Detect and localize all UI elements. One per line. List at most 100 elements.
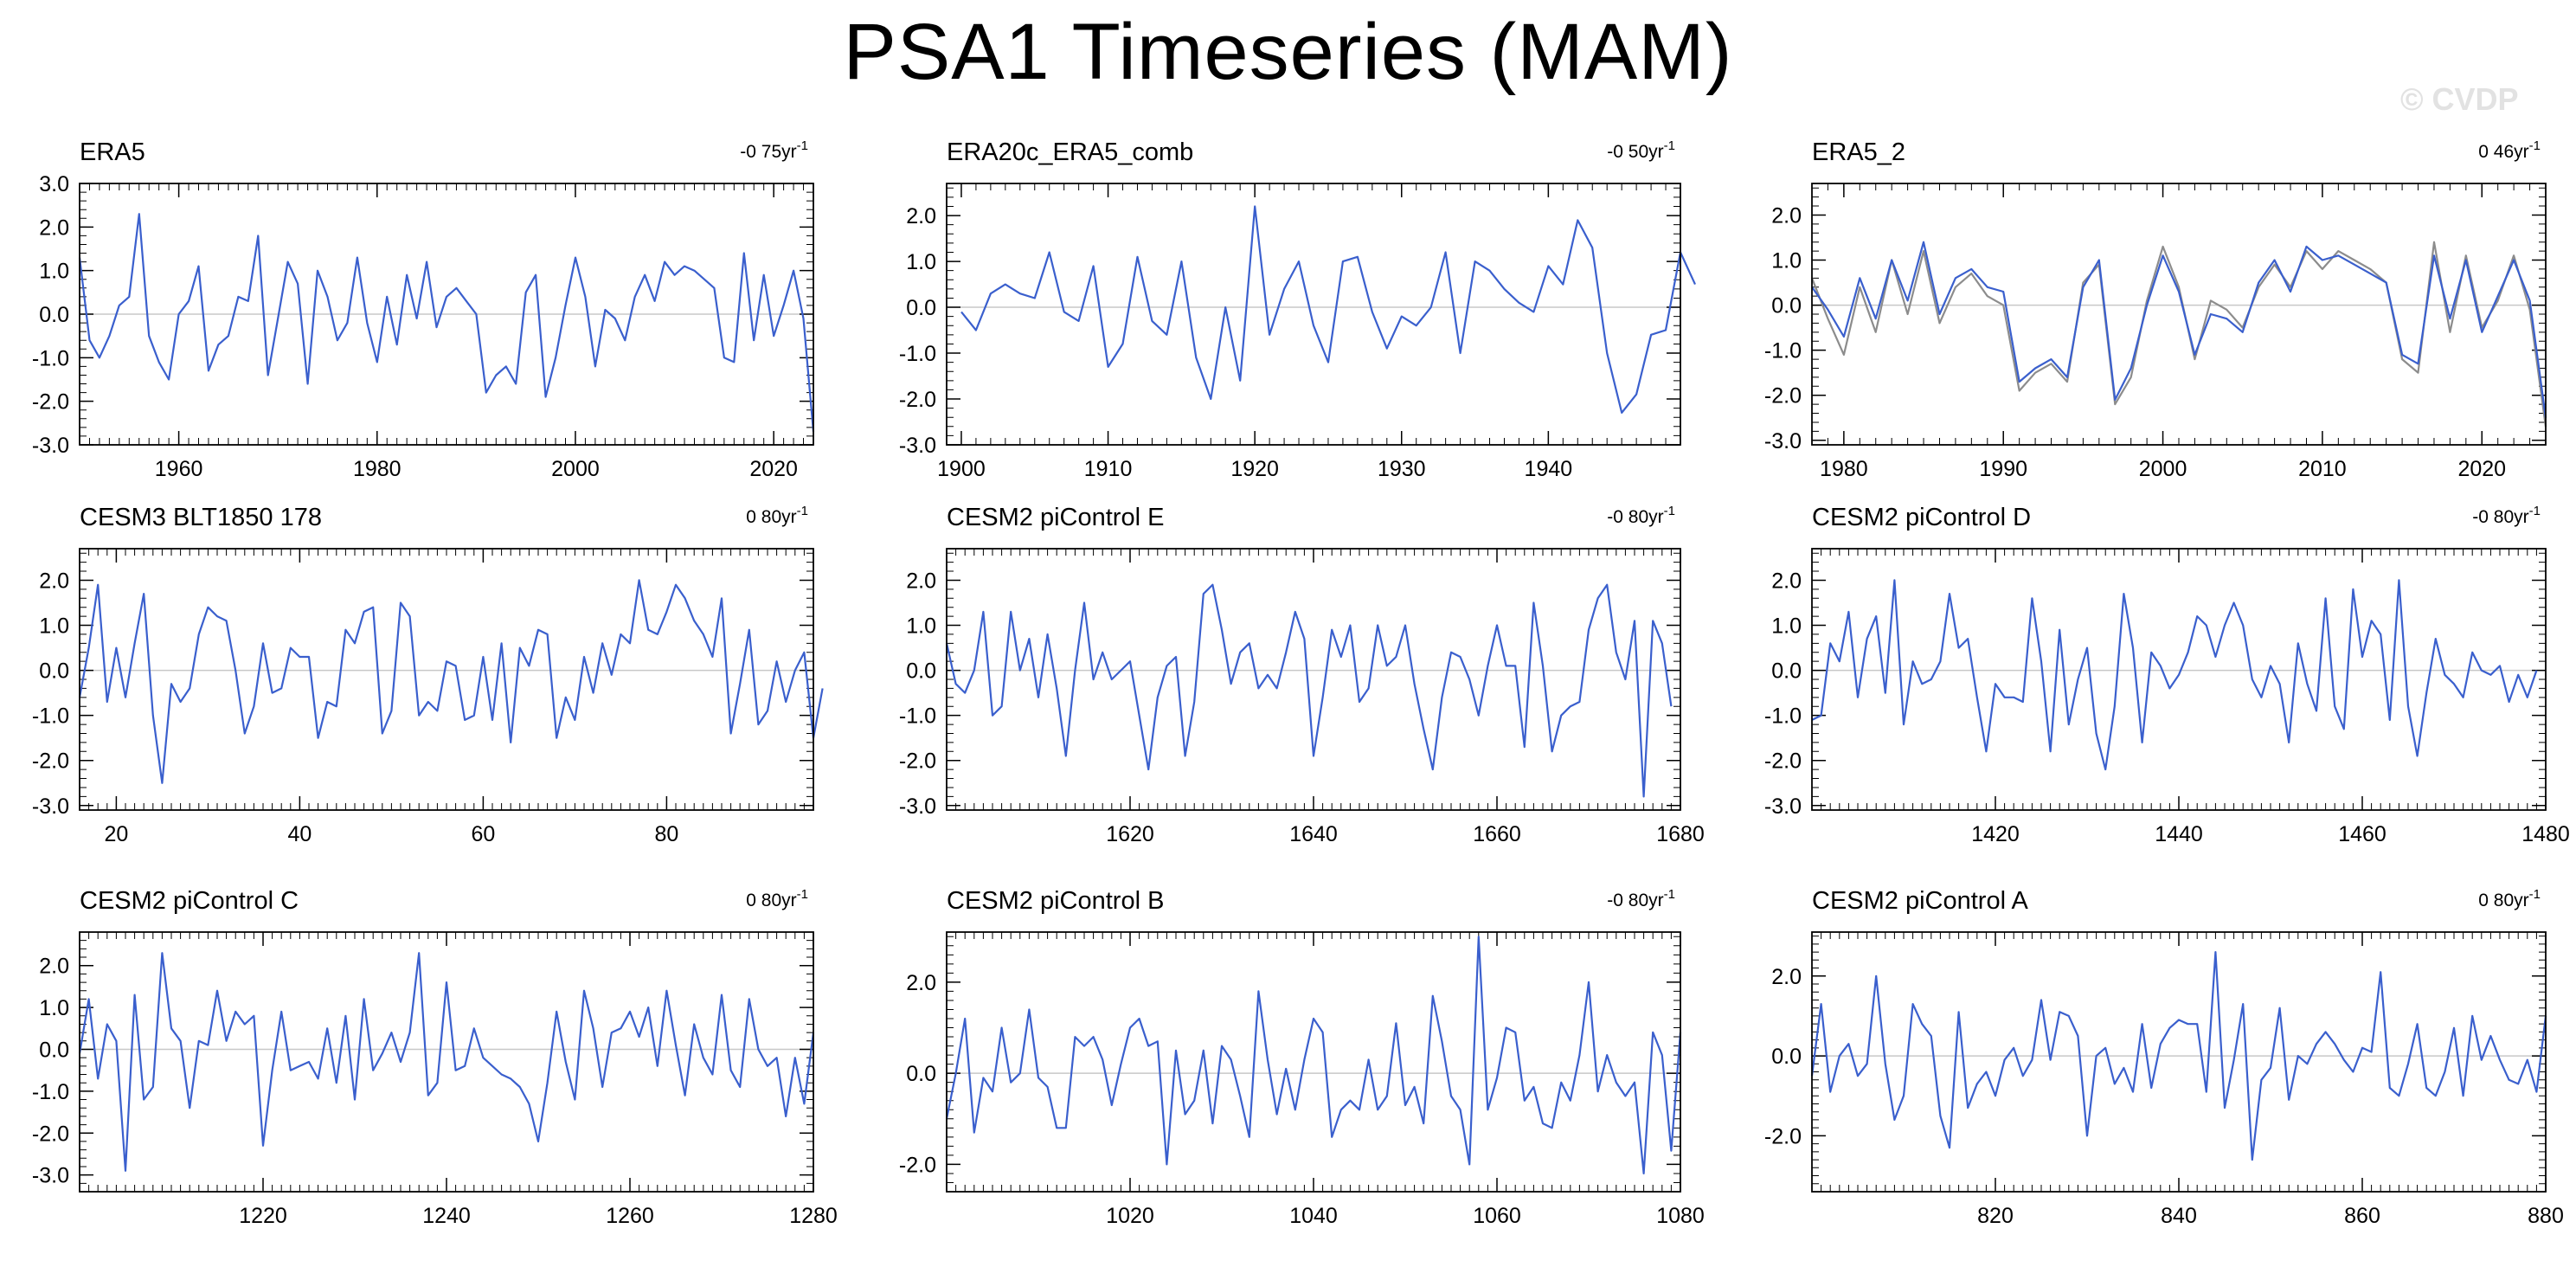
y-tick-label: 1.0 xyxy=(39,614,69,639)
x-tick-label: 1920 xyxy=(1230,457,1279,481)
chart-panel-5: CESM2 piControl E -0 80yr-1 1620 1640 1660 16… xyxy=(899,504,1705,846)
y-tick-label: 2.0 xyxy=(906,204,936,228)
trend-exponent: -1 xyxy=(1664,138,1675,153)
plot-frame xyxy=(1811,183,2547,446)
y-tick-label: 0.0 xyxy=(906,659,936,684)
y-tick-label: -2.0 xyxy=(1764,1124,1802,1148)
y-tick-label: 0.0 xyxy=(39,659,69,684)
plot-frame xyxy=(1811,931,2547,1193)
trend-label: -0 75yr-1 xyxy=(740,138,808,162)
y-tick-label: 2.0 xyxy=(39,569,69,593)
minor-ticks xyxy=(1811,549,2547,810)
major-ticks xyxy=(1812,183,2546,445)
x-tick-label: 860 xyxy=(2344,1204,2380,1228)
major-ticks xyxy=(80,549,813,810)
minor-ticks xyxy=(946,932,1681,1193)
x-tick-label: 1960 xyxy=(155,457,203,481)
trend-label: 0 80yr-1 xyxy=(746,887,808,910)
panel-title: ERA5_2 xyxy=(1812,138,1905,166)
trend-exponent: -1 xyxy=(2529,504,2541,518)
figure-title: PSA1 Timeseries (MAM) xyxy=(843,8,1733,96)
y-tick-label: 0.0 xyxy=(39,303,69,327)
major-ticks xyxy=(947,932,1681,1192)
y-tick-label: -2.0 xyxy=(899,749,936,774)
cvdp-watermark: © CVDP xyxy=(2400,81,2519,117)
panel-title: CESM2 piControl A xyxy=(1812,887,2028,915)
y-tick-label: -3.0 xyxy=(1764,794,1802,819)
x-tick-label: 1420 xyxy=(1971,822,2020,846)
trend-exponent: -1 xyxy=(1664,887,1675,902)
y-tick-label: 0.0 xyxy=(1771,1045,1802,1069)
series-line-1 xyxy=(1811,241,2547,418)
y-tick-label: -2.0 xyxy=(32,749,69,774)
y-tick-label: -3.0 xyxy=(899,794,936,819)
series-line-1 xyxy=(78,952,815,1172)
minor-ticks xyxy=(1811,183,2547,445)
x-tick-label: 40 xyxy=(287,822,312,846)
y-tick-label: -3.0 xyxy=(32,794,69,819)
y-tick-label: 2.0 xyxy=(906,971,936,995)
x-tick-label: 2000 xyxy=(551,457,600,481)
trend-label: -0 80yr-1 xyxy=(1607,504,1675,527)
panel-title: CESM2 piControl B xyxy=(947,887,1164,915)
series-line-1 xyxy=(945,936,1682,1175)
y-tick-label: 0.0 xyxy=(1771,294,1802,318)
panel-title: CESM2 piControl D xyxy=(1812,504,2031,531)
y-tick-label: 0.0 xyxy=(39,1038,69,1062)
minor-ticks xyxy=(946,183,1681,446)
trend-exponent: -1 xyxy=(797,138,808,153)
chart-panel-3: ERA5_2 0 46yr-1 1980 1990 2000 2010 2020 2.0 1.0… xyxy=(1764,138,2547,481)
chart-panel-2: ERA20c_ERA5_comb -0 50yr-1 1900 1910 1920 193… xyxy=(899,138,1697,481)
plot-frame xyxy=(1811,548,2547,811)
x-tick-label: 1260 xyxy=(606,1204,654,1228)
major-ticks xyxy=(1812,549,2547,810)
y-tick-label: 3.0 xyxy=(39,172,69,196)
y-tick-label: 2.0 xyxy=(1771,965,1802,989)
x-tick-label: 1930 xyxy=(1378,457,1426,481)
x-tick-label: 80 xyxy=(654,822,678,846)
y-tick-label: -3.0 xyxy=(899,434,936,458)
y-tick-label: -2.0 xyxy=(899,388,936,412)
y-tick-label: -1.0 xyxy=(1764,339,1802,363)
y-tick-label: -2.0 xyxy=(1764,749,1802,774)
trend-label: 0 46yr-1 xyxy=(2478,138,2541,162)
minor-ticks xyxy=(79,549,814,810)
plot-frame xyxy=(946,183,1681,446)
x-tick-label: 1220 xyxy=(239,1204,287,1228)
x-tick-label: 1080 xyxy=(1656,1204,1705,1228)
x-tick-label: 1040 xyxy=(1289,1204,1338,1228)
y-tick-label: -1.0 xyxy=(899,342,936,366)
minor-ticks xyxy=(79,931,814,1193)
trend-exponent: -1 xyxy=(2529,138,2541,153)
x-tick-label: 1900 xyxy=(937,457,986,481)
trend-exponent: -1 xyxy=(2529,887,2541,902)
y-tick-label: 2.0 xyxy=(39,955,69,979)
series-line-1 xyxy=(78,579,824,784)
x-tick-label: 1910 xyxy=(1084,457,1133,481)
major-ticks xyxy=(1812,932,2547,1192)
x-tick-label: 1620 xyxy=(1106,822,1154,846)
y-tick-label: 2.0 xyxy=(39,215,69,240)
minor-ticks xyxy=(946,549,1681,810)
y-tick-label: 0.0 xyxy=(906,1062,936,1086)
x-tick-label: 1240 xyxy=(422,1204,471,1228)
y-tick-label: 0.0 xyxy=(906,296,936,320)
x-tick-label: 1460 xyxy=(2338,822,2386,846)
y-tick-label: 1.0 xyxy=(906,250,936,274)
x-tick-label: 1640 xyxy=(1289,822,1338,846)
x-tick-label: 2000 xyxy=(2139,457,2187,481)
x-tick-label: 1980 xyxy=(353,457,401,481)
y-tick-label: -2.0 xyxy=(32,390,69,415)
series-line-1 xyxy=(1810,950,2547,1161)
y-tick-label: 2.0 xyxy=(1771,569,1802,593)
chart-panel-8: CESM2 piControl B -0 80yr-1 1020 1040 1060 10… xyxy=(899,887,1705,1228)
chart-panel-4: CESM3 BLT1850 178 0 80yr-1 20 40 60 80 2.0 1.0 0… xyxy=(32,504,824,846)
x-tick-label: 1280 xyxy=(789,1204,838,1228)
x-tick-label: 2020 xyxy=(749,457,798,481)
plot-frame xyxy=(79,931,814,1193)
trend-label: -0 80yr-1 xyxy=(1607,887,1675,910)
trend-label: -0 80yr-1 xyxy=(2472,504,2541,527)
plot-frame xyxy=(79,183,814,446)
chart-panel-6: CESM2 piControl D -0 80yr-1 1420 1440 1460 14… xyxy=(1764,504,2570,846)
